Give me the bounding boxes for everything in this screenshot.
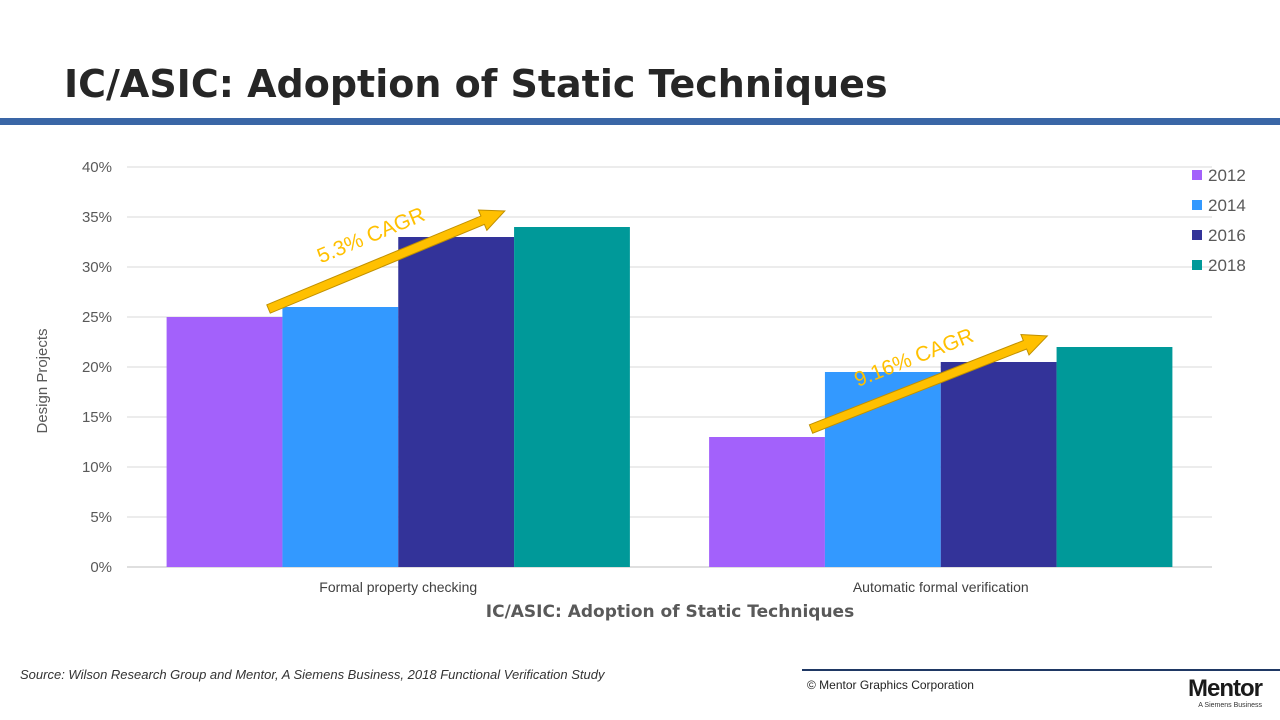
legend: 2012 2014 2016 2018	[1192, 166, 1246, 275]
y-tick-label: 20%	[82, 359, 112, 376]
legend-label: 2018	[1208, 256, 1246, 275]
legend-swatch	[1192, 260, 1202, 270]
legend-swatch	[1192, 200, 1202, 210]
y-tick-label: 0%	[90, 559, 112, 576]
y-axis-label: Design Projects	[34, 328, 51, 433]
legend-label: 2016	[1208, 226, 1246, 245]
x-tick-label: Automatic formal verification	[853, 579, 1029, 595]
bar-chart: 0% 5% 10% 15% 20% 25% 30% 35% 40% Formal propert…	[34, 159, 1246, 622]
y-tick-label: 10%	[82, 459, 112, 476]
y-tick-label: 15%	[82, 409, 112, 426]
y-tick-label: 40%	[82, 159, 112, 176]
bar-2018	[514, 227, 630, 567]
logo-tagline: A Siemens Business	[1198, 702, 1262, 709]
bar-2016	[940, 362, 1057, 567]
slide-title: IC/ASIC: Adoption of Static Techniques	[64, 62, 888, 106]
copyright-text: © Mentor Graphics Corporation	[807, 678, 974, 692]
legend-swatch	[1192, 170, 1202, 180]
cagr-arrow-shape	[808, 334, 1049, 434]
y-tick-labels: 0% 5% 10% 15% 20% 25% 30% 35% 40%	[82, 159, 112, 576]
y-tick-label: 5%	[90, 509, 112, 526]
x-tick-labels: Formal property checking Automatic formal…	[319, 579, 1028, 595]
footer-rule	[802, 669, 1280, 671]
x-axis-label: IC/ASIC: Adoption of Static Techniques	[486, 602, 854, 622]
x-tick-label: Formal property checking	[319, 579, 477, 595]
bar-2018	[1056, 347, 1173, 567]
bar-2014	[282, 307, 399, 567]
y-tick-label: 35%	[82, 209, 112, 226]
legend-label: 2012	[1208, 166, 1246, 185]
bar-2012	[166, 317, 283, 567]
legend-swatch	[1192, 230, 1202, 240]
mentor-logo: Mentor A Siemens Business	[1188, 675, 1263, 710]
logo-wordmark: Mentor	[1188, 675, 1263, 702]
bars	[166, 227, 1173, 567]
cagr-arrow-shape	[266, 209, 506, 314]
legend-label: 2014	[1208, 196, 1246, 215]
y-tick-label: 30%	[82, 259, 112, 276]
bar-2012	[709, 437, 825, 567]
y-tick-label: 25%	[82, 309, 112, 326]
source-note: Source: Wilson Research Group and Mentor…	[20, 667, 605, 682]
bar-2016	[398, 237, 515, 567]
title-rule	[0, 118, 1280, 125]
